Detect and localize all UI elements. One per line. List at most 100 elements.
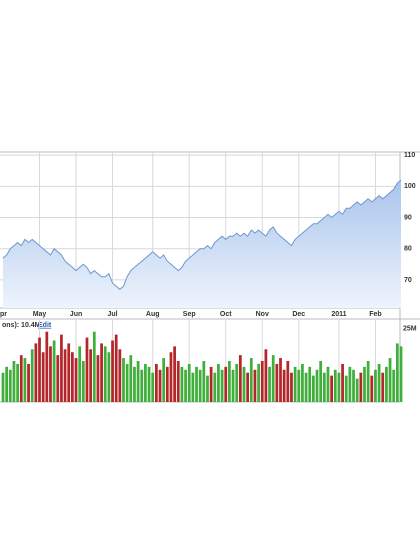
price-area: [3, 180, 401, 308]
volume-bar: [337, 372, 341, 402]
volume-bar: [348, 366, 352, 402]
volume-bar: [224, 366, 228, 402]
edit-link[interactable]: Edit: [38, 322, 52, 329]
volume-bar: [249, 358, 253, 402]
y-tick-label: 25M: [403, 326, 417, 333]
volume-bar: [377, 363, 381, 402]
volume-bar: [282, 369, 286, 402]
volume-bar: [220, 369, 224, 402]
volume-bar: [133, 366, 136, 402]
volume-bar: [198, 369, 202, 402]
volume-bar: [344, 375, 348, 402]
price-line: [2, 179, 402, 290]
x-tick-label: Jul: [107, 311, 117, 318]
volume-bar: [202, 361, 206, 402]
volume-bar: [125, 363, 129, 402]
volume-bar: [38, 337, 41, 402]
volume-bar: [366, 361, 370, 402]
volume-bar: [293, 366, 297, 402]
volume-bar: [363, 366, 366, 402]
volume-bar: [67, 343, 71, 402]
volume-bar: [154, 363, 158, 402]
volume-bar: [71, 352, 74, 402]
x-tick-label: pr: [0, 311, 7, 318]
volume-bar: [187, 363, 191, 402]
volume-bar: [151, 372, 155, 402]
volume-bar: [370, 375, 374, 402]
volume-bar: [257, 363, 260, 402]
volume-bar: [147, 366, 151, 402]
volume-bar: [114, 334, 118, 402]
x-tick-label: Sep: [183, 311, 196, 318]
volume-bar: [286, 361, 290, 402]
volume-bar: [209, 366, 213, 402]
y-tick-label: 70: [404, 277, 412, 284]
volume-bar: [275, 363, 279, 402]
volume-bar: [111, 340, 114, 402]
volume-bar: [52, 340, 56, 402]
volume-bar: [107, 352, 111, 402]
volume-bar: [45, 331, 49, 402]
volume-bar: [235, 363, 239, 402]
volume-bar: [264, 349, 268, 402]
volume-bar: [165, 366, 169, 402]
volume-bar: [122, 358, 125, 402]
volume-bar: [118, 349, 122, 402]
volume-bar: [92, 331, 96, 402]
volume-bar: [180, 366, 184, 402]
volume-bar: [41, 352, 45, 402]
x-tick-label: Feb: [369, 311, 381, 318]
volume-bar: [19, 355, 23, 402]
volume-bar: [129, 355, 133, 402]
volume-bar: [60, 334, 63, 402]
x-tick-label: Nov: [256, 311, 269, 318]
volume-bar: [63, 349, 67, 402]
volume-bar: [23, 358, 27, 402]
volume-bar: [301, 363, 304, 402]
x-tick-label: Jun: [70, 311, 82, 318]
volume-bar: [326, 366, 330, 402]
volume-bar: [231, 369, 235, 402]
volume-bar: [238, 355, 242, 402]
volume-bar: [103, 346, 107, 402]
volume-bar: [213, 372, 217, 402]
volume-bar: [96, 355, 100, 402]
volume-bar: [184, 369, 187, 402]
volume-bar: [268, 366, 271, 402]
volume-bar: [136, 361, 140, 402]
volume-bar: [311, 375, 315, 402]
x-tick-label: Dec: [292, 311, 305, 318]
volume-bar: [217, 363, 220, 402]
volume-bar: [315, 369, 319, 402]
y-tick-label: 80: [404, 246, 412, 253]
volume-bar: [388, 358, 392, 402]
volume-bar: [395, 343, 399, 402]
volume-bar: [27, 363, 30, 402]
volume-bar: [352, 369, 355, 402]
volume-bar: [5, 366, 9, 402]
volume-bar: [89, 349, 93, 402]
volume-bar: [78, 346, 82, 402]
y-tick-label: 100: [404, 183, 416, 190]
volume-bar: [319, 361, 323, 402]
volume-bar: [85, 337, 89, 402]
volume-bar: [56, 355, 60, 402]
volume-bar: [173, 346, 176, 402]
volume-bar: [176, 361, 180, 402]
volume-bar: [74, 358, 78, 402]
volume-bar: [304, 372, 308, 402]
x-tick-label: Oct: [220, 311, 232, 318]
volume-bar: [169, 352, 173, 402]
volume-bar: [271, 355, 275, 402]
volume-bar: [322, 372, 326, 402]
volume-bar: [399, 346, 403, 402]
x-tick-label: May: [33, 311, 47, 318]
volume-bar: [308, 366, 312, 402]
y-tick-label: 110: [404, 152, 415, 159]
volume-bar: [1, 372, 5, 402]
volume-bar: [8, 369, 12, 402]
volume-bar: [100, 343, 103, 402]
volume-bar: [381, 372, 385, 402]
volume-bar: [191, 372, 195, 402]
